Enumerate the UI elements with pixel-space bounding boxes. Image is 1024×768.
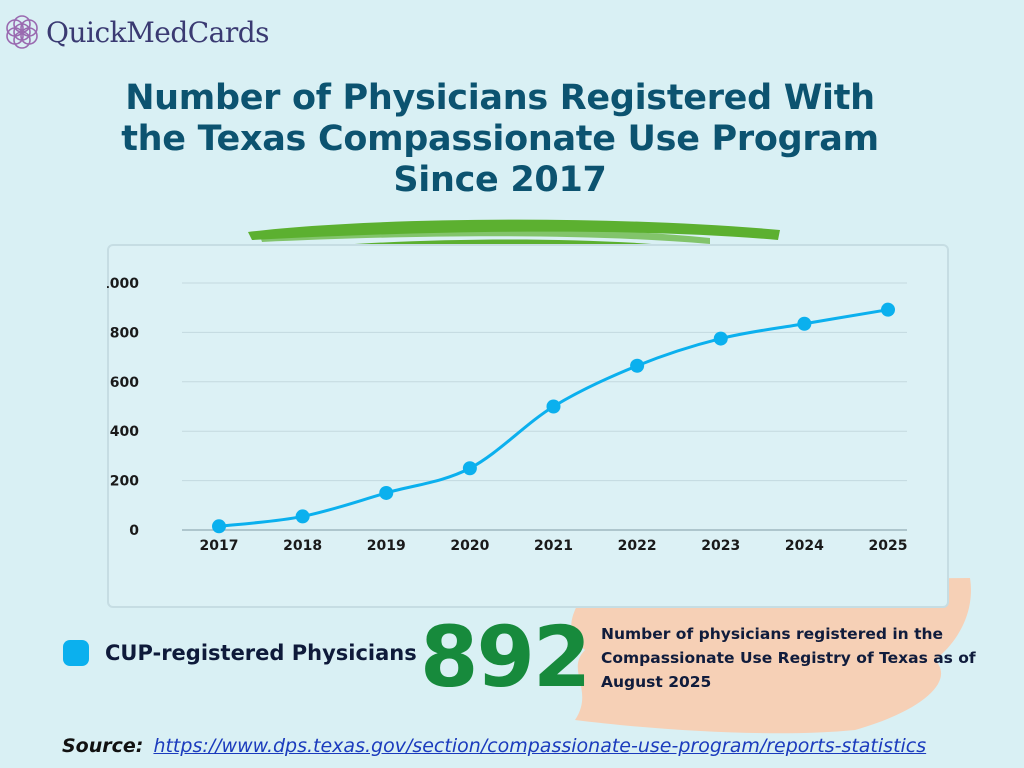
x-tick-label: 2021 [534,538,573,554]
legend-label: CUP-registered Physicians [105,641,417,665]
data-point [379,485,394,500]
data-point [546,399,561,414]
brand-name: QuickMedCards [46,15,270,49]
highlight-description: Number of physicians registered in the C… [601,625,976,691]
data-point [630,358,645,373]
data-point [881,302,895,317]
peach-brush-background [571,577,971,734]
legend-swatch [63,640,89,666]
chart-legend: CUP-registered Physicians [63,640,417,666]
y-tick-label: 600 [110,375,139,391]
y-tick-label: 200 [110,474,139,490]
brand-logo: QuickMedCards [4,12,270,52]
x-tick-label: 2025 [869,538,908,554]
brand-name-part2: MedCards [126,15,270,49]
chart-title: Number of Physicians Registered With the… [121,78,879,200]
y-tick-label: 1000 [107,276,139,292]
x-tick-label: 2019 [367,538,406,554]
data-point [797,316,812,331]
series-line [218,308,889,528]
x-tick-label: 2024 [785,538,824,554]
x-tick-label: 2018 [283,538,322,554]
data-point [713,331,728,346]
y-tick-label: 0 [129,523,139,539]
source-link[interactable]: https://www.dps.texas.gov/section/compas… [153,735,927,757]
data-point [295,509,310,524]
x-tick-label: 2022 [618,538,657,554]
x-tick-label: 2017 [200,538,239,554]
brand-name-part1: Quick [46,15,127,49]
x-tick-label: 2023 [701,538,740,554]
y-tick-label: 400 [110,424,139,440]
data-point [462,461,477,476]
line-chart: 0 200 400 600 800 1000 2017 2018 2019 2020 2021 202… [107,276,908,554]
data-point [212,519,226,534]
source-label: Source: [62,735,144,757]
source-line: Source: https://www.dps.texas.gov/sectio… [62,735,926,757]
x-tick-label: 2020 [450,538,489,554]
y-tick-label: 800 [110,325,139,341]
flower-of-life-icon [6,15,38,49]
highlight-value: 892 [420,608,591,706]
